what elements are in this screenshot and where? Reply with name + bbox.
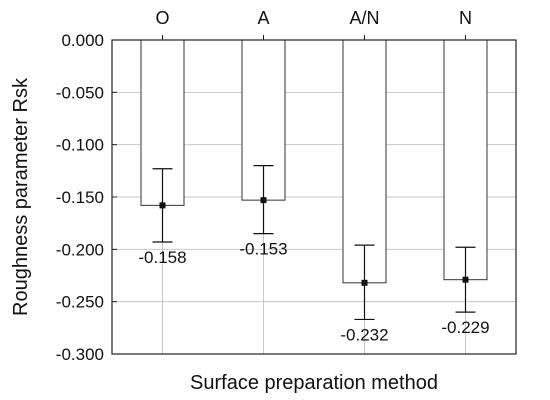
category-label: N <box>459 8 472 28</box>
y-tick-label: -0.250 <box>56 293 104 312</box>
mean-marker <box>462 276 469 283</box>
plot-border <box>111 39 517 355</box>
y-tick-label: 0.000 <box>61 31 104 50</box>
data-label: -0.158 <box>138 248 186 267</box>
category-label: A <box>257 8 269 28</box>
error-bars <box>152 165 476 321</box>
category-label: O <box>155 8 169 28</box>
y-tick-label: -0.050 <box>56 83 104 102</box>
y-tick-label: -0.200 <box>56 240 104 259</box>
mean-marker <box>159 202 166 209</box>
y-tick-label: -0.300 <box>56 345 104 364</box>
y-axis-title: Roughness parameter Rsk <box>10 77 32 316</box>
mean-marker <box>260 197 267 204</box>
data-labels: -0.158 -0.153 -0.232 -0.229 <box>138 240 489 345</box>
plot-frame <box>111 35 517 355</box>
data-label: -0.229 <box>441 318 489 337</box>
data-label: -0.153 <box>239 240 287 259</box>
bar-n <box>443 39 488 281</box>
category-labels: O A A/N N <box>155 8 472 28</box>
y-tick-label: -0.150 <box>56 188 104 207</box>
y-tick-label: -0.100 <box>56 136 104 155</box>
mean-marker <box>361 279 368 286</box>
data-label: -0.232 <box>340 325 388 344</box>
x-axis-title: Surface preparation method <box>190 372 438 394</box>
bars <box>140 39 488 284</box>
category-label: A/N <box>349 8 379 28</box>
y-tick-labels: 0.000 -0.050 -0.100 -0.150 -0.200 -0.250 -0.30… <box>56 31 104 364</box>
